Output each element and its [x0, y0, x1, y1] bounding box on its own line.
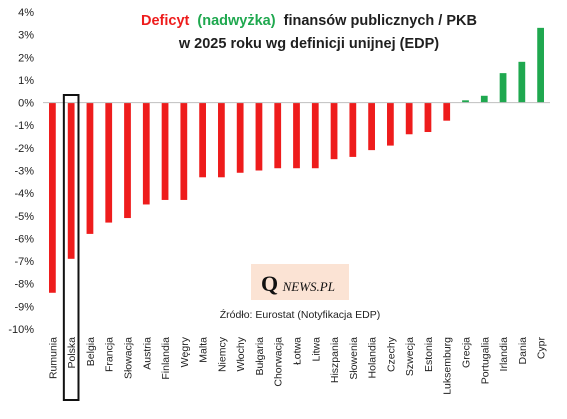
bar-hiszpania	[330, 102, 338, 160]
y-tick-label: 2%	[18, 52, 34, 64]
bar-węgry	[180, 102, 188, 200]
bar-holandia	[368, 102, 375, 151]
category-label: Rumunia	[47, 337, 59, 379]
category-label: Holandia	[367, 337, 379, 379]
bar-luksemburg	[443, 102, 451, 121]
bar-portugalia	[480, 95, 488, 103]
category-label: Belgia	[85, 337, 97, 366]
category-label: Austria	[141, 337, 153, 370]
category-label: Malta	[198, 337, 210, 363]
bar-belgia	[86, 102, 94, 234]
category-label: Bułgaria	[254, 337, 266, 376]
logo-background	[251, 264, 349, 300]
chart-title-line2: w 2025 roku wg definicji unijnej (EDP)	[178, 36, 439, 52]
qnews-logo: Q NEWS.PL	[251, 264, 349, 300]
source-note: Źródło: Eurostat (Notyfikacja EDP)	[220, 308, 380, 321]
category-label: Francja	[104, 337, 116, 372]
category-label: Czechy	[385, 336, 397, 372]
bar-cypr	[537, 27, 544, 103]
bar-słowenia	[349, 102, 357, 157]
bars	[49, 27, 544, 293]
bar-litwa	[311, 102, 319, 169]
bar-dania	[518, 61, 526, 103]
category-label: Łotwa	[292, 337, 304, 365]
bar-szwecja	[405, 102, 413, 135]
bar-rumunia	[49, 102, 56, 293]
category-label: Słowacja	[123, 337, 135, 379]
title-surplus-word: (nadwyżka)	[197, 13, 275, 29]
bar-słowacja	[124, 102, 131, 219]
y-tick-label: -4%	[14, 188, 34, 200]
category-label: Estonia	[423, 337, 435, 372]
bar-bułgaria	[255, 102, 263, 171]
bar-malta	[199, 102, 206, 178]
category-label: Irlandia	[498, 337, 510, 372]
y-tick-label: -7%	[14, 256, 34, 268]
y-tick-label: -3%	[14, 166, 34, 178]
category-label: Szwecja	[404, 337, 416, 376]
y-tick-label: 0%	[18, 98, 34, 110]
logo-rest: NEWS.PL	[282, 279, 335, 294]
category-label: Słowenia	[348, 337, 360, 380]
y-tick-label: -9%	[14, 301, 34, 313]
title-deficit-word: Deficyt	[141, 13, 190, 29]
category-label: Finlandia	[160, 337, 172, 380]
category-label: Litwa	[310, 337, 322, 362]
category-label: Hiszpania	[329, 337, 341, 383]
y-tick-label: 1%	[18, 75, 34, 87]
bar-grecja	[462, 100, 469, 103]
bar-chorwacja	[274, 102, 282, 169]
y-tick-label: 4%	[18, 7, 34, 19]
y-tick-label: -2%	[14, 143, 34, 155]
bar-estonia	[424, 102, 432, 133]
bar-włochy	[236, 102, 244, 173]
category-label: Portugalia	[479, 337, 491, 384]
chart-title-line1: Deficyt (nadwyżka) finansów publicznych …	[141, 13, 477, 29]
highlight-box-polska	[62, 94, 80, 401]
category-label: Cypr	[536, 336, 548, 359]
category-label: Grecja	[461, 337, 473, 368]
bar-niemcy	[218, 102, 225, 178]
y-tick-label: -10%	[8, 324, 34, 336]
category-label: Chorwacja	[273, 337, 285, 387]
y-tick-label: 3%	[18, 30, 34, 42]
y-tick-label: -5%	[14, 211, 34, 223]
bar-czechy	[387, 102, 394, 146]
y-tick-label: -1%	[14, 120, 34, 132]
bar-łotwa	[293, 102, 300, 169]
category-label: Luksemburg	[442, 337, 454, 395]
bar-irlandia	[499, 73, 507, 103]
category-label: Polska	[66, 337, 78, 369]
bar-finlandia	[161, 102, 169, 200]
bar-francja	[105, 102, 113, 223]
category-labels: Rumunia Polska Belgia Francja Słowacja Austri…	[47, 336, 547, 395]
logo-text: Q NEWS.PL	[261, 271, 335, 296]
category-label: Dania	[517, 337, 529, 365]
bar-polska	[67, 102, 75, 259]
category-label: Włochy	[235, 336, 247, 371]
title-rest: finansów publicznych / PKB	[284, 13, 477, 29]
category-label: Niemcy	[216, 336, 228, 372]
bar-austria	[142, 102, 150, 205]
y-axis-ticks: 4% 3% 2% 1% 0% -1% -2% -3% -4% -5% -6% -7% -8% -9% -10…	[8, 7, 34, 336]
y-tick-label: -6%	[14, 233, 34, 245]
category-label: Węgry	[179, 336, 191, 367]
logo-q: Q	[261, 271, 278, 296]
y-tick-label: -8%	[14, 279, 34, 291]
